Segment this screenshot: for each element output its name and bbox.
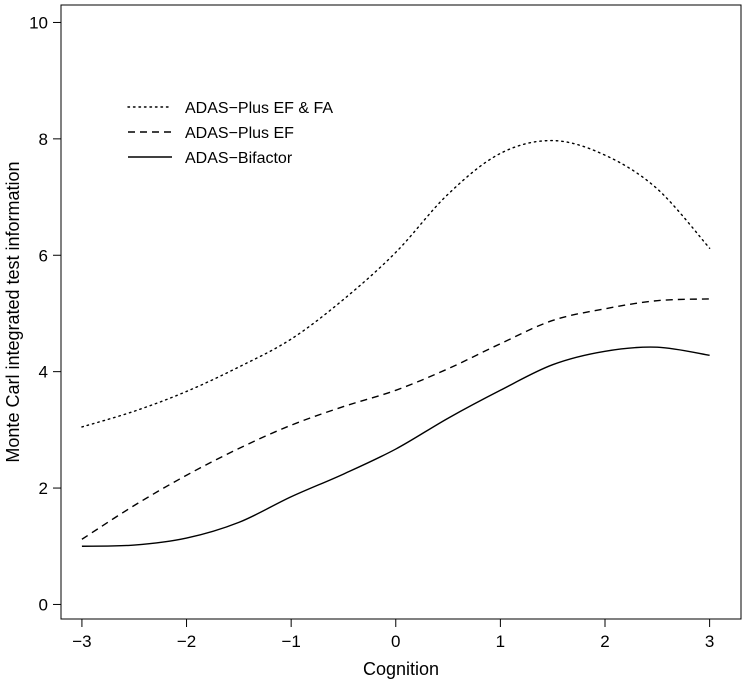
legend-label: ADAS−Plus EF & FA [185,100,333,117]
series-line-2 [81,298,710,540]
plot-frame [60,4,742,620]
x-tick-label: −1 [281,632,300,651]
x-tick-label: 3 [705,632,714,651]
series-line-1 [81,139,711,428]
y-tick-label: 2 [39,479,48,498]
x-axis: −3 −2 −1 0 1 2 3 [72,619,714,651]
x-tick-label: 1 [496,632,505,651]
y-tick-label: 8 [39,130,48,149]
y-axis: 0 2 4 6 8 10 [29,13,61,614]
legend-label: ADAS−Bifactor [185,150,293,167]
legend-label: ADAS−Plus EF [185,125,294,142]
y-tick-label: 0 [39,595,48,614]
x-tick-label: −3 [72,632,91,651]
x-tick-label: −2 [177,632,196,651]
series-layer [81,139,711,547]
x-tick-label: 0 [391,632,400,651]
legend: ADAS−Plus EF & FA ADAS−Plus EF ADAS−Bifact… [127,100,333,167]
y-tick-label: 4 [39,363,48,382]
y-tick-label: 6 [39,246,48,265]
series-line-3 [81,346,710,547]
y-tick-label: 10 [29,13,48,32]
x-axis-label: Cognition [363,659,439,679]
x-tick-label: 2 [600,632,609,651]
y-axis-label: Monte Carl integrated test information [3,161,23,462]
